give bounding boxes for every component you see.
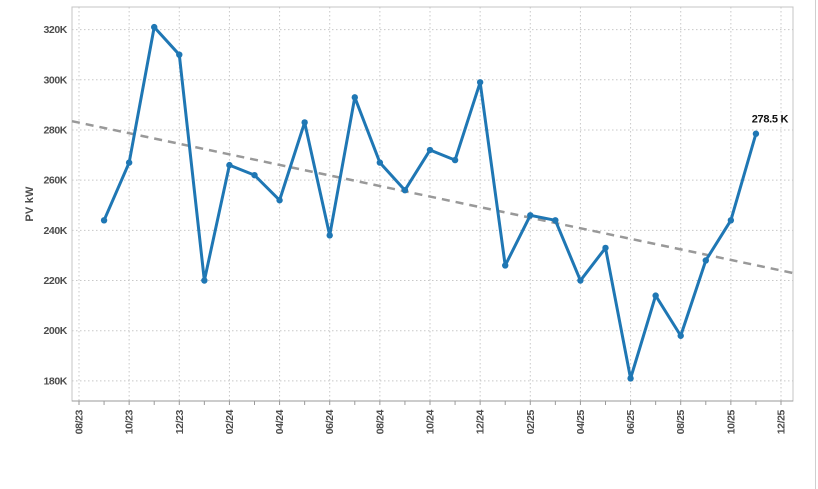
x-tick-label: 12/25 — [776, 409, 788, 434]
data-point-marker — [376, 159, 384, 166]
trend-line — [71, 119, 794, 275]
x-axis-labels: 08/23 10/23 12/23 02/24 04/24 06/24 08/24 10/24… — [74, 409, 788, 434]
data-point-marker — [702, 257, 709, 264]
x-tick-label: 10/24 — [425, 409, 437, 434]
x-tick-label: 12/24 — [475, 409, 487, 434]
data-point-marker — [527, 212, 534, 219]
y-tick-label: 200K — [43, 325, 67, 337]
gridlines — [72, 7, 793, 401]
y-tick-label: 180K — [43, 375, 67, 387]
data-point-marker — [627, 375, 634, 382]
x-tick-label: 06/25 — [625, 409, 637, 434]
data-point-marker — [602, 244, 609, 252]
x-tick-label: 02/25 — [525, 409, 537, 434]
y-tick-label: 260K — [43, 175, 67, 187]
x-tick-label: 10/25 — [725, 409, 737, 434]
y-tick-label: 240K — [43, 225, 67, 237]
x-tick-label: 02/24 — [224, 409, 236, 434]
x-tick-label: 08/23 — [74, 409, 86, 434]
data-point-marker — [100, 217, 108, 224]
x-tick-label: 04/24 — [274, 409, 286, 434]
x-tick-label: 08/25 — [675, 409, 687, 434]
data-point-marker — [677, 332, 684, 339]
data-points — [100, 23, 760, 382]
y-tick-label: 280K — [43, 124, 67, 136]
data-point-marker — [502, 262, 509, 269]
y-tick-label: 220K — [43, 275, 67, 287]
data-point-marker — [577, 277, 584, 284]
data-point-marker — [276, 197, 283, 204]
data-point-marker — [301, 119, 308, 126]
x-tick-label: 04/25 — [575, 409, 587, 434]
x-tick-label: 12/23 — [174, 409, 186, 434]
last-value-annotation: 278.5 K — [752, 114, 789, 126]
y-axis-title: PV kW — [24, 186, 36, 222]
x-tick-label: 10/23 — [124, 409, 136, 434]
data-point-marker — [176, 51, 183, 58]
y-tick-label: 320K — [43, 24, 67, 36]
data-point-marker — [552, 217, 559, 224]
data-point-marker — [251, 171, 258, 179]
data-point-marker — [426, 146, 434, 154]
trend-dashed-line — [71, 119, 794, 275]
x-tick-label: 08/24 — [374, 409, 386, 434]
data-point-marker — [727, 217, 735, 224]
plot-frame — [71, 6, 794, 402]
data-point-marker — [201, 277, 208, 284]
data-point-marker — [401, 186, 409, 194]
data-point-marker — [752, 130, 760, 137]
x-tick-label: 06/24 — [324, 409, 336, 434]
data-point-marker — [151, 23, 158, 31]
data-point-marker — [451, 156, 459, 164]
y-tick-label: 300K — [43, 74, 67, 86]
data-point-marker — [652, 292, 659, 299]
y-axis-labels: 180K 200K 220K 240K 260K 280K 300K 320K — [43, 24, 68, 387]
data-point-marker — [326, 232, 333, 239]
data-point-marker — [476, 79, 484, 86]
data-point-marker — [351, 94, 358, 101]
data-point-marker — [226, 161, 233, 169]
axis-ticks — [78, 401, 782, 405]
data-point-marker — [125, 159, 133, 166]
